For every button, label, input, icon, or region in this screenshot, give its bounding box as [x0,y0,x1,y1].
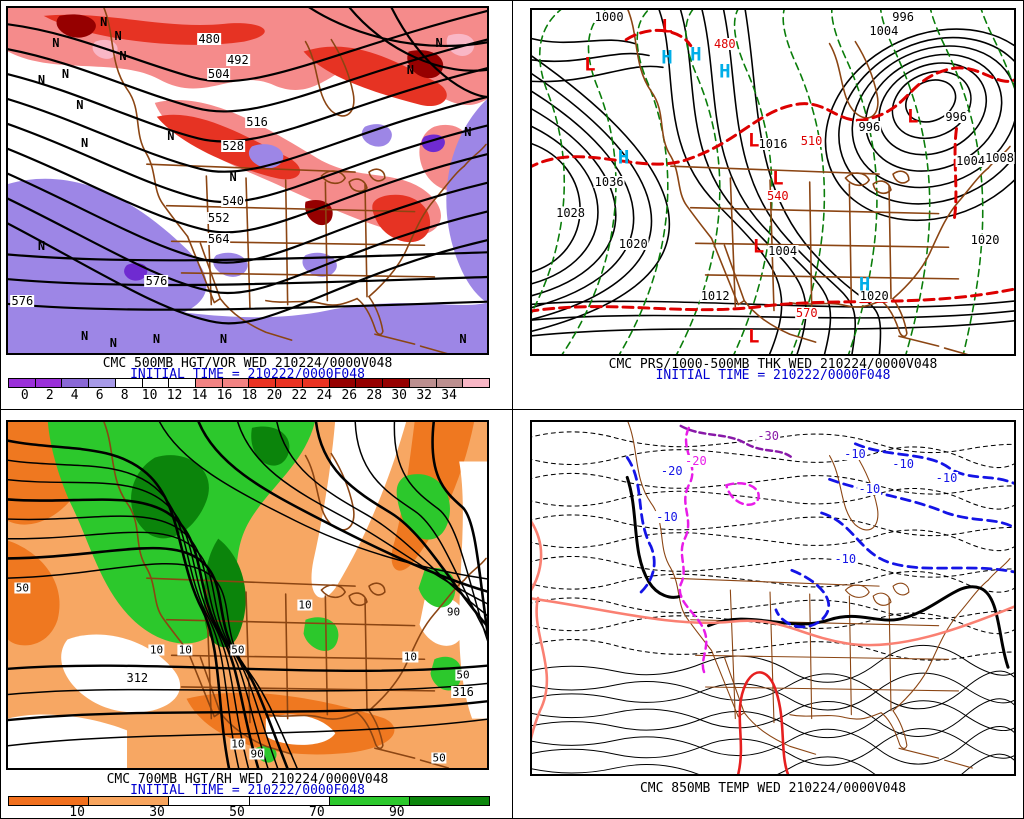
colorbar-tick-label: 18 [241,388,258,403]
colorbar-cell [409,379,437,387]
map-700mb-canvas [8,422,487,768]
colorbar-tick-label: 90 [388,805,405,819]
colorbar-tick-label: 34 [441,388,457,403]
map-prs-canvas [532,10,1014,354]
colorbar-tick-label: 4 [70,388,79,403]
colorbar-humidity-ticks: 10 30 50 70 90 [8,805,488,819]
map-850mb-canvas [532,422,1014,774]
colorbar-tick-label: 8 [120,388,129,403]
colorbar-cell [249,379,277,387]
map-prs-thickness: 1000 996 1004 996 996 1004 1008 1036 1028 1020 101… [530,8,1016,356]
colorbar-cell [463,379,489,387]
colorbar-tick-label: 28 [366,388,383,403]
caption-prs-title: CMC PRS/1000-500MB THK WED 210224/0000V0… [608,357,938,372]
colorbar-cell [302,379,330,387]
colorbar-tick-label: 32 [416,388,432,403]
colorbar-cell [196,379,223,387]
caption-prs-initial-time: INITIAL TIME = 210222/0000F048 [655,368,891,383]
colorbar-tick-label: 2 [45,388,54,403]
colorbar-cell [329,797,410,805]
colorbar-cell [169,797,250,805]
map-850mb-temp: -10 -10 -10 -10 -10 -10 -20 -20 -30 [530,420,1016,776]
colorbar-tick-label: 70 [309,805,325,819]
colorbar-cell [249,797,330,805]
colorbar-tick-label: 12 [166,388,183,403]
colorbar-cell [89,379,116,387]
colorbar-cell [436,379,464,387]
colorbar-tick-label: 16 [216,388,233,403]
caption-700mb-title: CMC 700MB HGT/RH WED 210224/0000V048 [106,772,389,787]
caption-850mb-title: CMC 850MB TEMP WED 210224/0000V048 [639,781,907,796]
colorbar-cell [89,797,170,805]
colorbar-cell [115,379,143,387]
colorbar-cell [329,379,357,387]
colorbar-cell [276,379,303,387]
colorbar-tick-label: 26 [341,388,358,403]
colorbar-tick-label: 30 [149,805,165,819]
map-700mb-hgt-rh: 312 316 10 10 10 10 10 50 50 50 50 90 90 [6,420,489,770]
colorbar-cell [222,379,250,387]
map-500mb-canvas [8,8,487,353]
caption-500mb-title: CMC 500MB HGT/VOR WED 210224/0000V048 [102,356,393,371]
colorbar-humidity [8,796,490,806]
colorbar-cell [9,379,36,387]
colorbar-cell [169,379,197,387]
colorbar-tick-label: 0 [20,388,29,403]
caption-700mb-initial-time: INITIAL TIME = 210222/0000F048 [130,783,365,798]
colorbar-cell [409,797,490,805]
colorbar-tick-label: 10 [69,805,85,819]
colorbar-cell [9,797,90,805]
colorbar-tick-label: 10 [141,388,158,403]
colorbar-cell [356,379,384,387]
colorbar-cell [383,379,410,387]
colorbar-cell [35,379,63,387]
map-500mb-hgt-vor: 480 492 504 516 528 540 552 564 576 576 N N N N N N N N N N… [6,6,489,355]
colorbar-vorticity-ticks: 0 2 4 6 8 10 12 14 16 18 20 22 24 26 28 30 32 34 [8,388,488,403]
colorbar-tick-label: 24 [316,388,333,403]
colorbar-tick-label: 6 [95,388,104,403]
colorbar-tick-label: 50 [229,805,245,819]
colorbar-tick-label: 20 [266,388,283,403]
colorbar-cell [142,379,170,387]
colorbar-vorticity [8,378,490,388]
colorbar-cell [62,379,90,387]
colorbar-tick-label: 22 [291,388,308,403]
colorbar-tick-label: 30 [391,388,408,403]
colorbar-tick-label: 14 [191,388,208,403]
